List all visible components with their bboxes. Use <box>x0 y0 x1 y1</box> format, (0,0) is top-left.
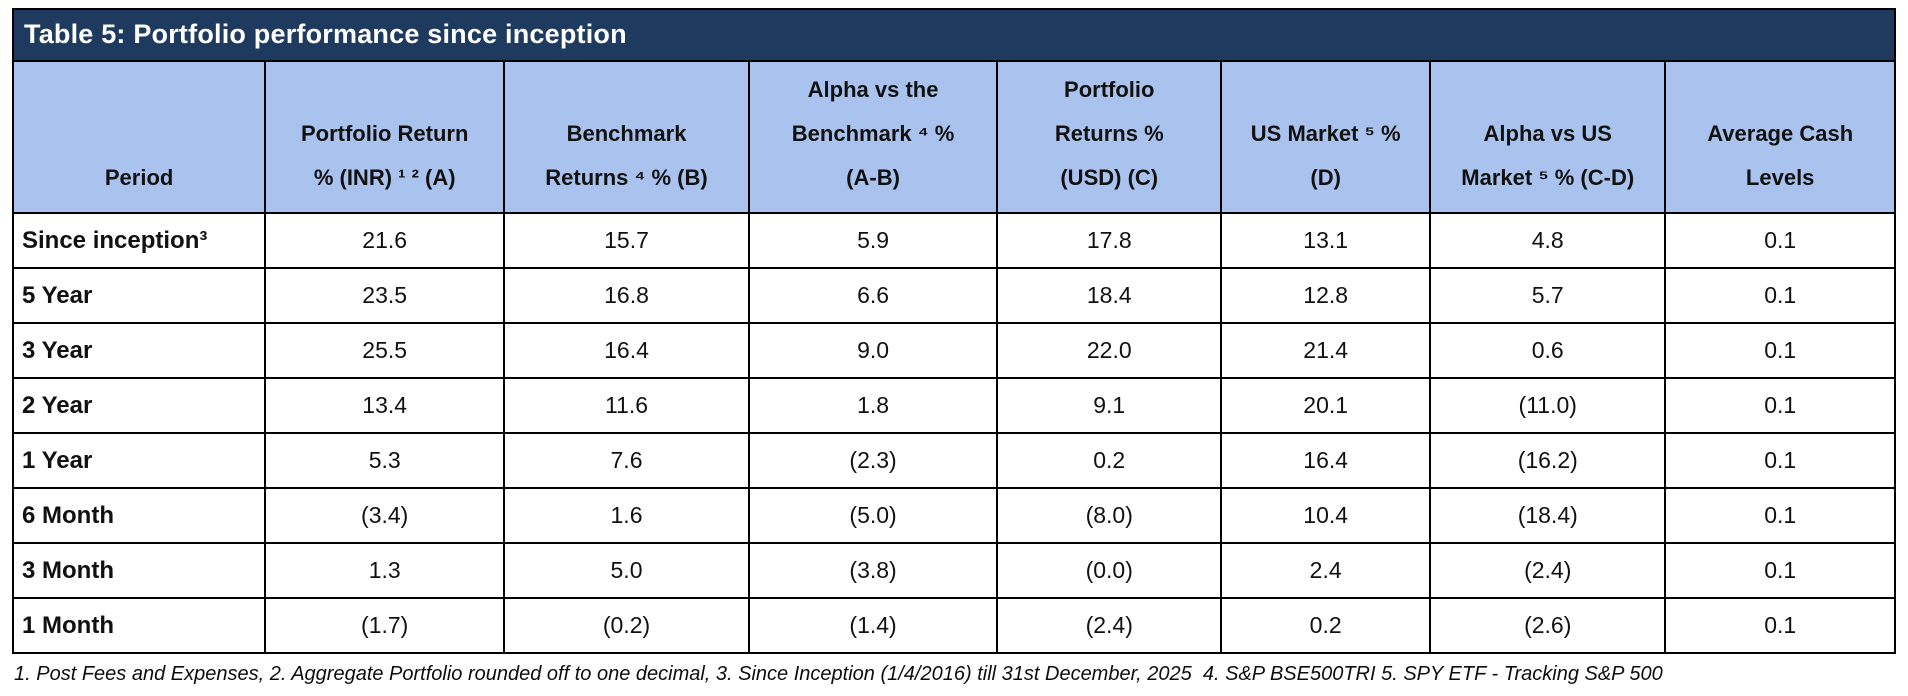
value-cell: 4.8 <box>1429 212 1667 269</box>
value-cell: 11.6 <box>503 377 750 434</box>
value-cell: (0.0) <box>996 542 1223 599</box>
value-cell: 0.1 <box>1664 542 1896 599</box>
table-row: 3 Year 25.5 16.4 9.0 22.0 21.4 0.6 0.1 <box>11 322 1896 379</box>
table-body: Since inception³ 21.6 15.7 5.9 17.8 13.1 4.8 0.… <box>11 212 1896 654</box>
column-header-portfolio-return-inr: Portfolio Return % (INR) ¹ ² (A) <box>264 60 506 214</box>
value-cell: 0.6 <box>1429 322 1667 379</box>
value-cell: (8.0) <box>996 487 1223 544</box>
table-row: 1 Month (1.7) (0.2) (1.4) (2.4) 0.2 (2.6) 0.1 <box>11 597 1896 654</box>
period-label: 1 Year <box>11 432 267 489</box>
table-row: 6 Month (3.4) 1.6 (5.0) (8.0) 10.4 (18.4) 0.1 <box>11 487 1896 544</box>
table-title: Table 5: Portfolio performance since inc… <box>12 8 1896 62</box>
value-cell: 13.4 <box>264 377 506 434</box>
value-cell: 5.7 <box>1429 267 1667 324</box>
period-label: 1 Month <box>11 597 267 654</box>
value-cell: 25.5 <box>264 322 506 379</box>
value-cell: (5.0) <box>747 487 999 544</box>
column-header-us-market: US Market ⁵ % (D) <box>1220 60 1432 214</box>
value-cell: 12.8 <box>1220 267 1432 324</box>
value-cell: 0.1 <box>1664 432 1896 489</box>
column-header-period: Period <box>11 60 267 214</box>
value-cell: 20.1 <box>1220 377 1432 434</box>
period-label: 2 Year <box>11 377 267 434</box>
value-cell: 18.4 <box>996 267 1223 324</box>
value-cell: 21.6 <box>264 212 506 269</box>
value-cell: (2.6) <box>1429 597 1667 654</box>
value-cell: 1.6 <box>503 487 750 544</box>
table-row: 2 Year 13.4 11.6 1.8 9.1 20.1 (11.0) 0.1 <box>11 377 1896 434</box>
value-cell: 0.1 <box>1664 377 1896 434</box>
value-cell: (11.0) <box>1429 377 1667 434</box>
value-cell: 9.1 <box>996 377 1223 434</box>
value-cell: 0.2 <box>996 432 1223 489</box>
value-cell: (2.3) <box>747 432 999 489</box>
value-cell: 0.1 <box>1664 322 1896 379</box>
value-cell: (2.4) <box>996 597 1223 654</box>
value-cell: 0.1 <box>1664 597 1896 654</box>
column-header-alpha-vs-us-market: Alpha vs US Market ⁵ % (C-D) <box>1429 60 1667 214</box>
value-cell: (1.7) <box>264 597 506 654</box>
value-cell: (3.8) <box>747 542 999 599</box>
footnote: 1. Post Fees and Expenses, 2. Aggregate … <box>14 663 1663 685</box>
period-label: 5 Year <box>11 267 267 324</box>
value-cell: 15.7 <box>503 212 750 269</box>
value-cell: 1.3 <box>264 542 506 599</box>
value-cell: 16.8 <box>503 267 750 324</box>
value-cell: 23.5 <box>264 267 506 324</box>
value-cell: 2.4 <box>1220 542 1432 599</box>
table-row: 1 Year 5.3 7.6 (2.3) 0.2 16.4 (16.2) 0.1 <box>11 432 1896 489</box>
value-cell: 22.0 <box>996 322 1223 379</box>
value-cell: 21.4 <box>1220 322 1432 379</box>
value-cell: (16.2) <box>1429 432 1667 489</box>
table-row: 3 Month 1.3 5.0 (3.8) (0.0) 2.4 (2.4) 0.1 <box>11 542 1896 599</box>
value-cell: (0.2) <box>503 597 750 654</box>
value-cell: 5.3 <box>264 432 506 489</box>
table-row: Since inception³ 21.6 15.7 5.9 17.8 13.1 4.8 0.… <box>11 212 1896 269</box>
table-title-row: Table 5: Portfolio performance since inc… <box>12 8 1896 62</box>
value-cell: (1.4) <box>747 597 999 654</box>
value-cell: 0.1 <box>1664 487 1896 544</box>
column-header-portfolio-returns-usd: Portfolio Returns % (USD) (C) <box>996 60 1223 214</box>
column-header-average-cash-levels: Average Cash Levels <box>1664 60 1896 214</box>
value-cell: 0.2 <box>1220 597 1432 654</box>
period-label: Since inception³ <box>11 212 267 269</box>
value-cell: 0.1 <box>1664 267 1896 324</box>
value-cell: (3.4) <box>264 487 506 544</box>
value-cell: 1.8 <box>747 377 999 434</box>
value-cell: 7.6 <box>503 432 750 489</box>
period-label: 6 Month <box>11 487 267 544</box>
table-row: 5 Year 23.5 16.8 6.6 18.4 12.8 5.7 0.1 <box>11 267 1896 324</box>
column-header-benchmark-returns: Benchmark Returns ⁴ % (B) <box>503 60 750 214</box>
value-cell: 13.1 <box>1220 212 1432 269</box>
period-label: 3 Year <box>11 322 267 379</box>
value-cell: 9.0 <box>747 322 999 379</box>
value-cell: 16.4 <box>1220 432 1432 489</box>
value-cell: 5.0 <box>503 542 750 599</box>
value-cell: (2.4) <box>1429 542 1667 599</box>
value-cell: 10.4 <box>1220 487 1432 544</box>
value-cell: (18.4) <box>1429 487 1667 544</box>
value-cell: 0.1 <box>1664 212 1896 269</box>
value-cell: 5.9 <box>747 212 999 269</box>
value-cell: 17.8 <box>996 212 1223 269</box>
column-header-alpha-vs-benchmark: Alpha vs the Benchmark ⁴ % (A-B) <box>747 60 999 214</box>
value-cell: 16.4 <box>503 322 750 379</box>
period-label: 3 Month <box>11 542 267 599</box>
table-header-row: Period Portfolio Return % (INR) ¹ ² (A) … <box>11 60 1896 214</box>
portfolio-performance-table: Table 5: Portfolio performance since inc… <box>11 8 1896 654</box>
value-cell: 6.6 <box>747 267 999 324</box>
